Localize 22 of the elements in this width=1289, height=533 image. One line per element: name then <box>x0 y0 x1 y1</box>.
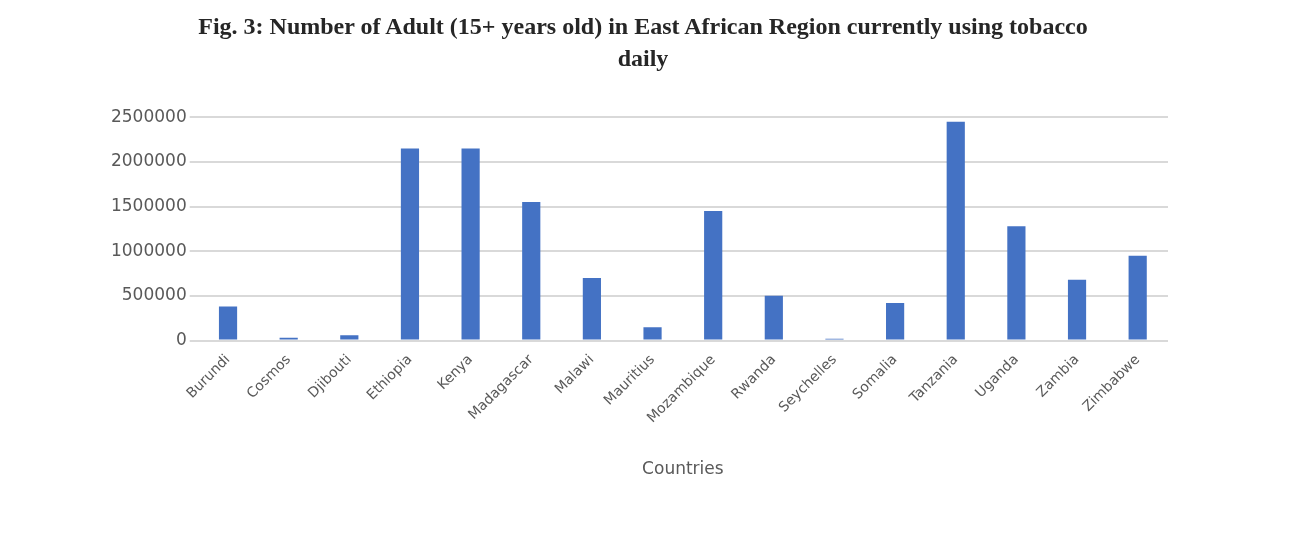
bar <box>522 202 541 340</box>
bar <box>461 148 480 340</box>
y-tick-label: 1000000 <box>110 239 187 260</box>
bar <box>946 121 965 340</box>
bar <box>1067 279 1087 340</box>
bar <box>1007 226 1026 340</box>
x-axis-title: Countries <box>642 458 724 479</box>
y-tick-label: 2500000 <box>110 105 187 126</box>
bar <box>400 148 420 340</box>
y-tick-label: 0 <box>175 328 187 349</box>
bar <box>643 327 662 340</box>
bar <box>218 306 238 340</box>
bar <box>1128 255 1147 340</box>
bar <box>582 278 601 340</box>
bar <box>886 303 905 340</box>
y-tick-label: 1500000 <box>110 194 187 215</box>
bar <box>764 295 783 340</box>
y-tick-label: 500000 <box>121 284 187 305</box>
y-tick-label: 2000000 <box>110 150 187 171</box>
chart-title: Fig. 3: Number of Adult (15+ years old) in East African Region currently using tobacco daily <box>197 12 1089 73</box>
bar <box>704 211 723 340</box>
bar <box>340 335 359 340</box>
